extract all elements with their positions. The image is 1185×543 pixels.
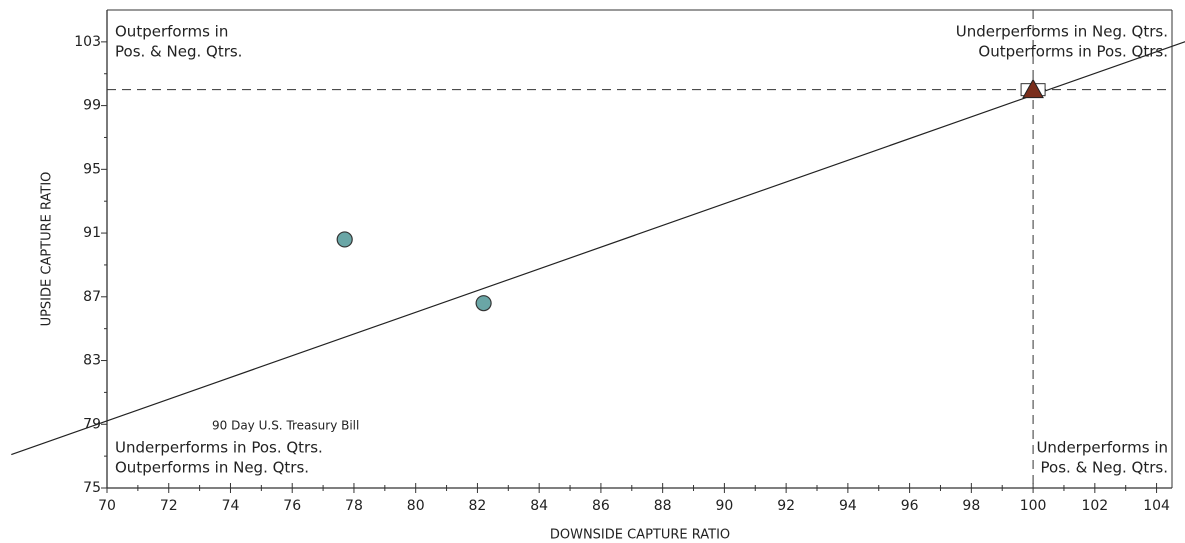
x-tick-label: 100	[1020, 498, 1047, 514]
x-tick-label: 86	[592, 498, 610, 514]
quadrant-label: Outperforms in Neg. Qtrs.	[115, 459, 309, 477]
x-tick-label: 94	[839, 498, 857, 514]
x-tick-label: 96	[901, 498, 919, 514]
y-tick-label: 91	[83, 225, 101, 241]
x-tick-label: 70	[98, 498, 116, 514]
x-tick-label: 74	[222, 498, 240, 514]
point	[475, 295, 492, 312]
y-axis-title: UPSIDE CAPTURE RATIO	[40, 172, 55, 327]
fit-line	[11, 41, 1185, 456]
quadrant-label: Underperforms in	[1036, 439, 1168, 457]
x-tick-label: 80	[407, 498, 425, 514]
x-tick-label: 82	[469, 498, 487, 514]
point	[336, 231, 353, 248]
x-tick-label: 84	[530, 498, 548, 514]
quadrant-label: Underperforms in Neg. Qtrs.	[956, 23, 1168, 41]
point	[1022, 78, 1044, 99]
x-axis-title: DOWNSIDE CAPTURE RATIO	[550, 528, 730, 543]
x-tick-label: 88	[654, 498, 672, 514]
x-tick-label: 92	[777, 498, 795, 514]
y-tick-label: 87	[83, 289, 101, 305]
quadrant-label: Underperforms in Pos. Qtrs.	[115, 439, 323, 457]
y-tick-label: 75	[83, 480, 101, 496]
quadrant-label: Outperforms in Pos. Qtrs.	[978, 43, 1168, 61]
y-tick-label: 95	[83, 161, 101, 177]
x-tick-label: 78	[345, 498, 363, 514]
note: 90 Day U.S. Treasury Bill	[212, 419, 359, 433]
x-tick-label: 102	[1081, 498, 1108, 514]
y-tick-label: 83	[83, 353, 101, 369]
x-tick-label: 72	[160, 498, 178, 514]
quadrant-label: Pos. & Neg. Qtrs.	[1041, 459, 1168, 477]
quadrant-label: Pos. & Neg. Qtrs.	[115, 43, 242, 61]
y-tick-label: 99	[83, 98, 101, 114]
x-tick-label: 90	[715, 498, 733, 514]
y-tick-label: 103	[74, 34, 101, 50]
quadrant-label: Outperforms in	[115, 23, 228, 41]
x-tick-label: 76	[283, 498, 301, 514]
x-tick-label: 104	[1143, 498, 1170, 514]
x-tick-label: 98	[962, 498, 980, 514]
